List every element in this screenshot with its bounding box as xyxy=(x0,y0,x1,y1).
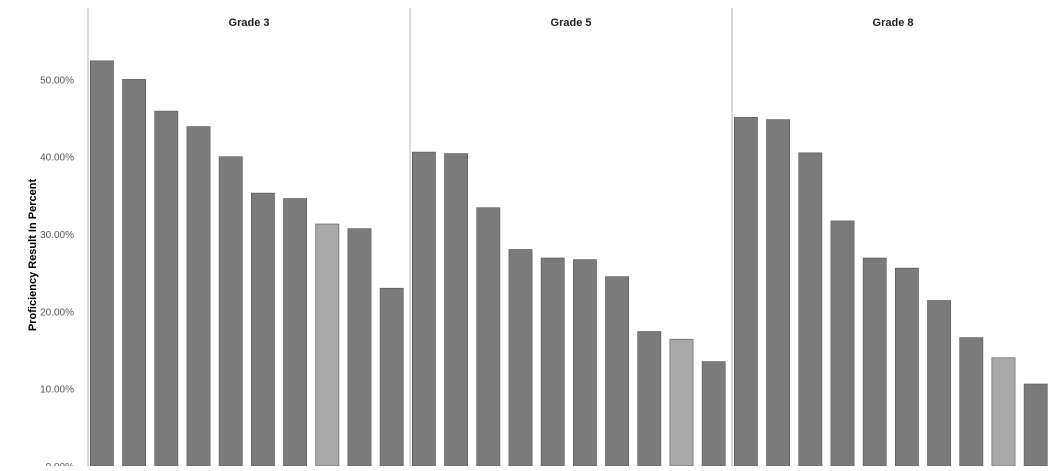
y-tick-label: 40.00% xyxy=(40,153,74,164)
y-tick-label: 20.00% xyxy=(40,307,74,318)
bar xyxy=(1023,383,1048,467)
bar xyxy=(572,259,597,467)
y-tick-label: 0.00% xyxy=(46,462,74,466)
y-tick-label: 10.00% xyxy=(40,385,74,396)
bar xyxy=(186,126,211,467)
chart-panel: Grade 8Athena-Weston SD 29RJ - 45.1%Ente… xyxy=(731,8,1048,467)
bar xyxy=(766,119,791,467)
y-tick-label: 30.00% xyxy=(40,230,74,241)
bar xyxy=(830,220,855,467)
bar xyxy=(798,152,823,467)
y-axis-label: Proficiency Result In Percent xyxy=(27,179,39,332)
y-tick-label: 50.00% xyxy=(40,75,74,86)
bar xyxy=(444,153,469,467)
bar xyxy=(701,361,726,467)
bar xyxy=(90,60,114,467)
bar xyxy=(959,337,984,467)
chart-panel: Grade 5Enterprise SD 21 - 40.6%Mckenzie … xyxy=(409,8,726,467)
bar xyxy=(476,207,501,467)
bar xyxy=(540,257,565,467)
bar xyxy=(283,198,308,467)
panel-title: Grade 3 xyxy=(229,17,270,29)
bar xyxy=(411,151,436,467)
bar xyxy=(669,338,694,467)
bar xyxy=(379,287,404,467)
bar xyxy=(251,192,275,467)
chart-panel: Grade 3Enterprise SD 21 - 52.4%John Day … xyxy=(90,17,404,467)
bar xyxy=(733,117,758,467)
chart-panels: Grade 3Enterprise SD 21 - 52.4%John Day … xyxy=(90,8,1048,467)
bar xyxy=(894,267,919,467)
bar xyxy=(637,331,662,467)
bar xyxy=(862,257,887,467)
bar xyxy=(991,357,1016,467)
panel-title: Grade 5 xyxy=(551,17,592,29)
panel-title: Grade 8 xyxy=(873,17,914,29)
bar xyxy=(508,249,533,467)
bar xyxy=(605,276,630,467)
bar xyxy=(927,300,952,467)
bar xyxy=(218,156,243,467)
bar xyxy=(122,79,147,467)
bar xyxy=(347,228,372,467)
bar xyxy=(154,110,179,467)
y-axis: Proficiency Result In Percent 0.00% 10.00… xyxy=(27,8,89,471)
bar xyxy=(315,223,340,467)
